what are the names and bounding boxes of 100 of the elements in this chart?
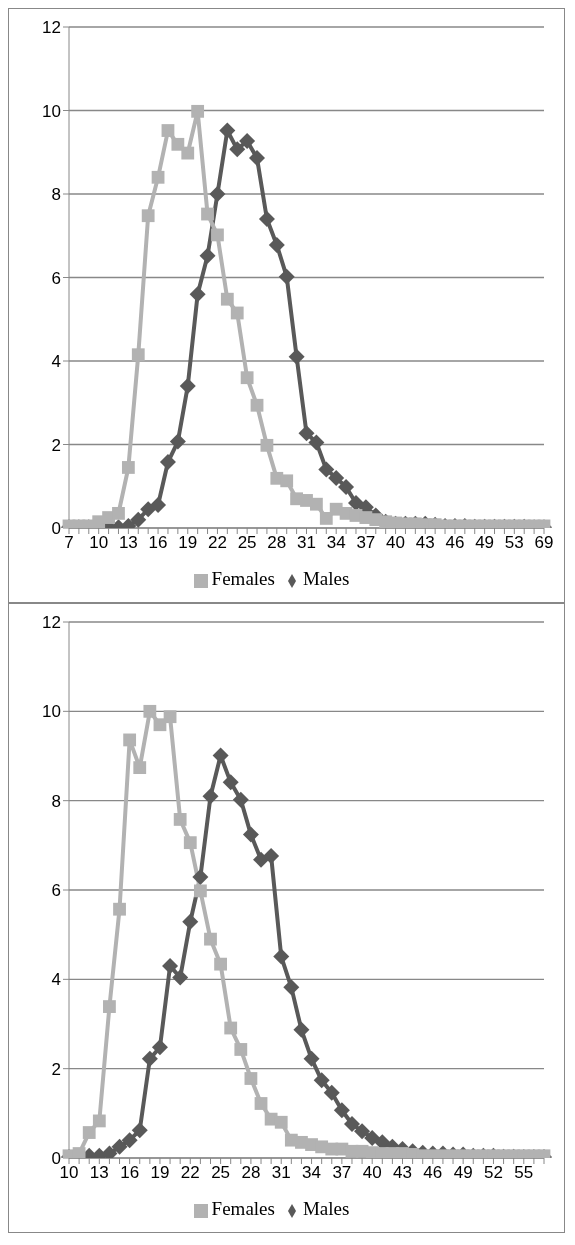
x-tick-label: 31 [297, 533, 316, 553]
x-tick-label: 22 [180, 1163, 200, 1183]
point [254, 1097, 268, 1110]
point [274, 1115, 288, 1129]
legend-label: Males [302, 1198, 350, 1219]
point [354, 1123, 371, 1140]
point [240, 371, 254, 385]
y-tick-label: 0 [51, 519, 61, 539]
point [171, 137, 185, 151]
point [181, 146, 195, 160]
point [298, 425, 315, 442]
y-tick-label: 2 [51, 435, 61, 455]
point [202, 788, 219, 805]
x-tick-label: 16 [148, 533, 168, 553]
x-tick-label: 13 [89, 1163, 109, 1183]
x-tick-label: 25 [211, 1163, 231, 1183]
y-tick-label: 4 [51, 970, 61, 990]
x-tick-label: 40 [362, 1163, 382, 1183]
point [303, 1050, 320, 1067]
point [319, 512, 333, 525]
y-tick-label: 12 [42, 18, 61, 38]
point [159, 454, 176, 471]
point [230, 306, 244, 320]
point [143, 704, 157, 718]
point [113, 902, 126, 916]
point [242, 826, 259, 843]
x-tick-label: 19 [150, 1163, 170, 1183]
point [328, 469, 345, 486]
point [308, 434, 325, 451]
point [121, 1132, 138, 1149]
point [364, 1129, 381, 1146]
x-tick-label: 16 [120, 1163, 140, 1183]
y-tick-label: 4 [51, 352, 61, 372]
x-tick-label: 55 [514, 1163, 534, 1183]
point [222, 774, 239, 791]
point [130, 511, 147, 528]
point [150, 497, 167, 514]
point [112, 506, 125, 520]
point [283, 979, 300, 996]
x-tick-label: 19 [178, 533, 198, 553]
y-tick-label: 2 [51, 1059, 61, 1079]
y-tick-label: 6 [51, 881, 61, 901]
point [141, 209, 155, 223]
point [219, 122, 236, 139]
point [169, 433, 186, 450]
point [103, 1000, 116, 1013]
point [310, 497, 323, 511]
point [111, 1138, 128, 1155]
point [201, 207, 214, 221]
point [318, 461, 335, 478]
point [163, 710, 177, 724]
x-tick-label: 43 [393, 1163, 412, 1183]
point [280, 474, 294, 488]
point [347, 494, 364, 511]
point [343, 1116, 360, 1133]
point [232, 791, 249, 808]
point [199, 247, 216, 264]
point [192, 869, 209, 886]
point [191, 104, 205, 118]
x-tick-label: 31 [271, 1163, 291, 1183]
point [161, 124, 175, 137]
point [172, 969, 189, 986]
point [162, 957, 179, 974]
point [211, 228, 224, 242]
point [92, 1114, 106, 1128]
point [151, 170, 165, 184]
x-tick-label: 49 [453, 1163, 473, 1183]
x-tick-label: 13 [118, 533, 138, 553]
y-tick-label: 8 [51, 185, 61, 205]
x-tick-label: 37 [332, 1163, 352, 1183]
x-tick-label: 28 [267, 533, 287, 553]
x-tick-label: 46 [423, 1163, 443, 1183]
point [183, 836, 197, 850]
point [193, 884, 207, 898]
point [131, 348, 145, 362]
x-tick-label: 25 [237, 533, 257, 553]
x-tick-label: 43 [415, 533, 435, 553]
point [133, 761, 147, 775]
point [260, 438, 274, 452]
x-tick-label: 37 [356, 533, 376, 553]
point [173, 813, 187, 826]
point [263, 848, 280, 865]
point [338, 479, 355, 496]
point [234, 1043, 248, 1056]
y-tick-label: 0 [51, 1149, 61, 1169]
point [220, 292, 234, 306]
y-tick-label: 8 [51, 791, 61, 811]
point [140, 501, 157, 518]
legend-label: Males [302, 568, 350, 589]
point [179, 378, 196, 395]
point [258, 211, 275, 228]
point [182, 913, 199, 930]
x-tick-label: 22 [207, 533, 227, 553]
point [209, 186, 226, 202]
point [293, 1021, 310, 1038]
x-tick-label: 7 [64, 533, 74, 553]
x-tick-label: 69 [534, 533, 554, 553]
x-tick-label: 49 [475, 533, 495, 553]
point [141, 1050, 158, 1067]
x-tick-label: 40 [386, 533, 406, 553]
